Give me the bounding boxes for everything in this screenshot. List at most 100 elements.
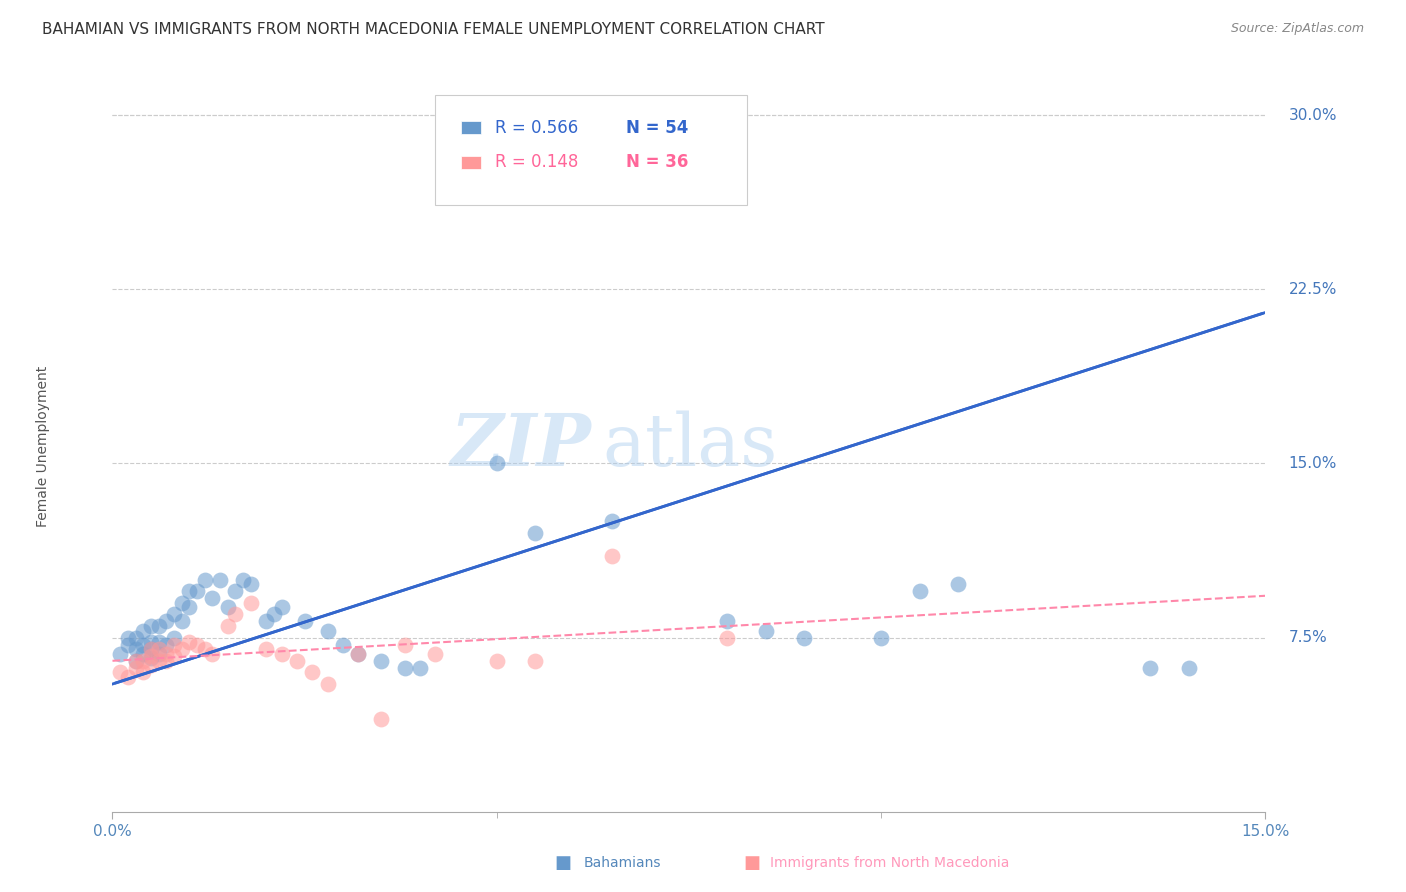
Point: [263, 607, 285, 622]
Point: [108, 647, 131, 661]
Text: Female Unemployment: Female Unemployment: [37, 366, 51, 526]
Point: [524, 654, 547, 668]
Point: [485, 457, 508, 471]
Text: N = 54: N = 54: [626, 119, 688, 136]
Point: [186, 638, 208, 652]
Point: [124, 642, 146, 657]
Point: [270, 600, 292, 615]
Point: [179, 635, 201, 649]
Point: [124, 654, 146, 668]
Point: [132, 665, 155, 680]
Point: [425, 647, 447, 661]
Point: [316, 677, 339, 691]
Point: [155, 638, 177, 652]
Point: [224, 607, 246, 622]
Point: [485, 654, 508, 668]
Point: [600, 515, 623, 529]
Point: [139, 642, 162, 657]
Point: [946, 577, 969, 591]
FancyBboxPatch shape: [461, 121, 481, 135]
Point: [194, 573, 217, 587]
Text: ■: ■: [554, 855, 571, 872]
Point: [139, 649, 162, 664]
Point: [148, 619, 170, 633]
Point: [524, 526, 547, 541]
Text: ■: ■: [744, 855, 761, 872]
Point: [148, 635, 170, 649]
Point: [347, 647, 370, 661]
Point: [1177, 661, 1199, 675]
Point: [716, 631, 738, 645]
Point: [124, 654, 146, 668]
Point: [170, 615, 193, 629]
Point: [209, 573, 232, 587]
Point: [316, 624, 339, 638]
Text: 15.0%: 15.0%: [1288, 456, 1337, 471]
Point: [793, 631, 815, 645]
Point: [155, 615, 177, 629]
Point: [186, 584, 208, 599]
Point: [132, 638, 155, 652]
Point: [870, 631, 893, 645]
Point: [254, 642, 277, 657]
FancyBboxPatch shape: [436, 95, 747, 204]
Point: [194, 642, 217, 657]
Point: [163, 638, 186, 652]
Point: [301, 665, 323, 680]
Point: [132, 647, 155, 661]
Point: [239, 577, 262, 591]
Point: [117, 631, 139, 645]
Point: [132, 654, 155, 668]
Point: [347, 647, 370, 661]
Text: ZIP: ZIP: [450, 410, 591, 482]
Point: [117, 670, 139, 684]
Point: [370, 654, 392, 668]
Point: [394, 661, 416, 675]
Point: [239, 596, 262, 610]
Point: [755, 624, 778, 638]
Point: [678, 154, 700, 169]
Point: [201, 647, 224, 661]
Point: [139, 619, 162, 633]
Point: [600, 549, 623, 564]
Point: [254, 615, 277, 629]
Point: [124, 631, 146, 645]
Text: R = 0.566: R = 0.566: [495, 119, 578, 136]
Point: [139, 642, 162, 657]
Point: [155, 654, 177, 668]
Text: atlas: atlas: [602, 410, 778, 482]
FancyBboxPatch shape: [461, 155, 481, 169]
Point: [139, 635, 162, 649]
Point: [332, 638, 354, 652]
Point: [224, 584, 246, 599]
Text: Source: ZipAtlas.com: Source: ZipAtlas.com: [1230, 22, 1364, 36]
Point: [179, 600, 201, 615]
Point: [163, 607, 186, 622]
Point: [170, 596, 193, 610]
Point: [232, 573, 254, 587]
Point: [217, 600, 239, 615]
Point: [132, 624, 155, 638]
Text: Bahamians: Bahamians: [583, 856, 661, 871]
Point: [394, 638, 416, 652]
Text: R = 0.148: R = 0.148: [495, 153, 579, 171]
Text: BAHAMIAN VS IMMIGRANTS FROM NORTH MACEDONIA FEMALE UNEMPLOYMENT CORRELATION CHAR: BAHAMIAN VS IMMIGRANTS FROM NORTH MACEDO…: [42, 22, 825, 37]
Point: [370, 712, 392, 726]
Point: [108, 665, 131, 680]
Point: [148, 647, 170, 661]
Point: [908, 584, 931, 599]
Text: Immigrants from North Macedonia: Immigrants from North Macedonia: [770, 856, 1010, 871]
Point: [163, 649, 186, 664]
Point: [1139, 661, 1161, 675]
Text: N = 36: N = 36: [626, 153, 688, 171]
Point: [117, 638, 139, 652]
Point: [139, 658, 162, 673]
Point: [179, 584, 201, 599]
Point: [270, 647, 292, 661]
Point: [148, 654, 170, 668]
Point: [139, 651, 162, 665]
Point: [409, 661, 432, 675]
Point: [155, 647, 177, 661]
Point: [285, 654, 308, 668]
Point: [716, 615, 738, 629]
